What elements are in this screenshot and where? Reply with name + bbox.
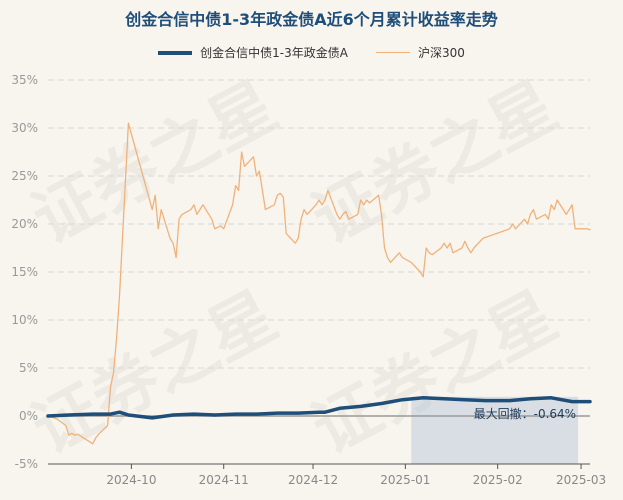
legend-swatch-index	[375, 52, 410, 53]
y-tick-label: 25%	[11, 169, 38, 183]
y-tick-label: 35%	[11, 73, 38, 87]
legend-item-fund[interactable]: 创金合信中债1-3年政金债A	[158, 44, 348, 61]
y-tick-label: 20%	[11, 217, 38, 231]
series-line-index	[47, 122, 591, 445]
x-tick-label: 2024-11	[199, 473, 249, 487]
y-tick-label: 5%	[19, 361, 38, 375]
x-tick-label: 2025-01	[380, 473, 430, 487]
legend-label-index: 沪深300	[417, 46, 465, 60]
x-tick-label: 2024-10	[106, 473, 156, 487]
series-line-fund	[46, 396, 592, 420]
y-tick-label: 10%	[11, 313, 38, 327]
x-tick-label: 2025-02	[473, 473, 523, 487]
chart-title: 创金合信中债1-3年政金债A近6个月累计收益率走势	[125, 10, 498, 29]
x-tick-label: 2024-12	[288, 473, 338, 487]
drawdown-area	[411, 396, 579, 464]
x-tick-label: 2025-03	[556, 473, 606, 487]
legend-swatch-fund	[158, 50, 193, 55]
legend: 创金合信中债1-3年政金债A 沪深300	[0, 44, 623, 61]
legend-label-fund: 创金合信中债1-3年政金债A	[200, 46, 348, 60]
y-tick-label: -5%	[15, 457, 38, 471]
drawdown-label: 最大回撤：-0.64%	[474, 406, 576, 421]
y-tick-label: 15%	[11, 265, 38, 279]
y-tick-label: 0%	[19, 409, 38, 423]
y-tick-label: 30%	[11, 121, 38, 135]
legend-item-index[interactable]: 沪深300	[375, 44, 465, 61]
